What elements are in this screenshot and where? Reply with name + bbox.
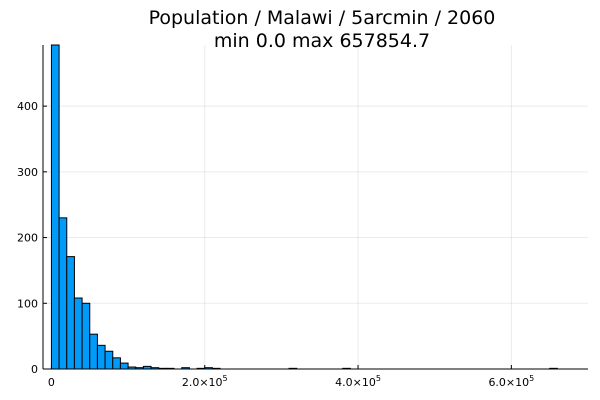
tick-labels: 0 100 200 300 400 0 2.0×105 4.0×105 6.0×105	[17, 100, 534, 389]
histogram-bar	[104, 350, 114, 370]
chart-title: Population / Malawi / 5arcmin / 2060 min…	[149, 7, 496, 52]
x-tick-label: 0	[48, 376, 55, 389]
histogram-bar	[58, 217, 68, 370]
histogram-bar	[66, 256, 75, 370]
grid-lines	[43, 45, 588, 370]
x-tick-label: 6.0×105	[488, 374, 534, 389]
histogram-bar	[112, 357, 121, 370]
x-tick-exponent: 5	[529, 374, 534, 383]
histogram-bar	[89, 333, 98, 370]
histogram-bar	[119, 362, 129, 370]
y-tick-label: 100	[17, 297, 38, 310]
x-tick-label: 2.0×105	[182, 374, 228, 389]
x-tick-exponent: 5	[223, 374, 228, 383]
y-tick-label: 200	[17, 232, 38, 245]
axes	[42, 45, 588, 370]
x-tick-exponent: 5	[376, 374, 381, 383]
y-tick-label: 0	[31, 363, 38, 376]
histogram-bar	[50, 44, 60, 370]
histogram-bars	[50, 44, 558, 370]
x-tick-label: 4.0×105	[335, 374, 381, 389]
histogram-bar	[81, 302, 91, 370]
chart-title-line-2: min 0.0 max 657854.7	[214, 30, 430, 52]
y-tick-label: 400	[17, 100, 38, 113]
y-tick-label: 300	[17, 166, 38, 179]
histogram-bar	[73, 297, 83, 370]
histogram-bar	[96, 344, 106, 370]
chart-title-line-1: Population / Malawi / 5arcmin / 2060	[149, 7, 496, 29]
